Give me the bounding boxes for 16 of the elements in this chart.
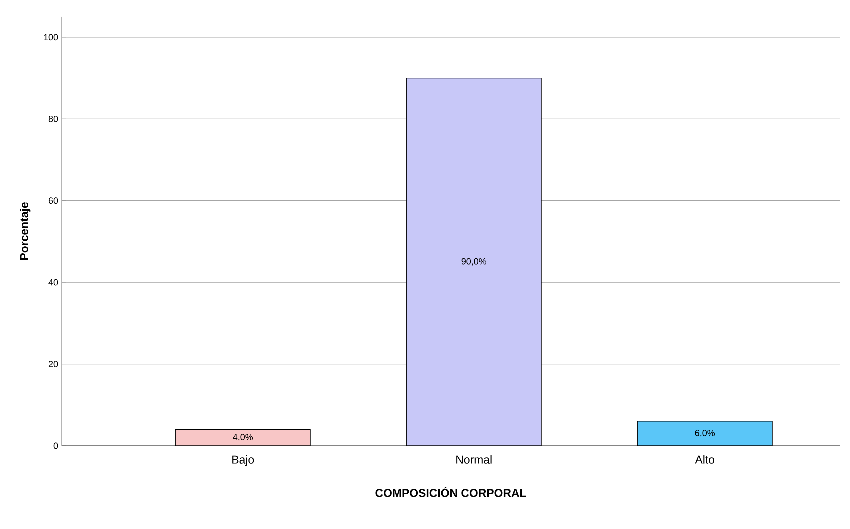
data-label: 6,0% bbox=[695, 430, 716, 438]
x-axis-title: COMPOSICIÓN CORPORAL bbox=[376, 487, 526, 498]
y-tick-label: 0 bbox=[54, 442, 58, 450]
x-tick-label: Bajo bbox=[232, 456, 254, 466]
y-axis-title: Porcentaje bbox=[20, 202, 31, 260]
y-tick-label: 80 bbox=[48, 116, 58, 122]
data-label: 4,0% bbox=[233, 434, 254, 442]
y-tick-label: 40 bbox=[48, 279, 58, 286]
data-label: 90,0% bbox=[462, 258, 487, 266]
bar bbox=[175, 429, 311, 446]
bar bbox=[637, 421, 773, 446]
y-tick-label: 20 bbox=[48, 361, 58, 368]
x-tick-label: Alto bbox=[695, 456, 714, 464]
x-tick-label: Normal bbox=[456, 456, 492, 464]
y-tick-label: 60 bbox=[48, 198, 58, 204]
y-tick-label: 100 bbox=[44, 34, 58, 41]
